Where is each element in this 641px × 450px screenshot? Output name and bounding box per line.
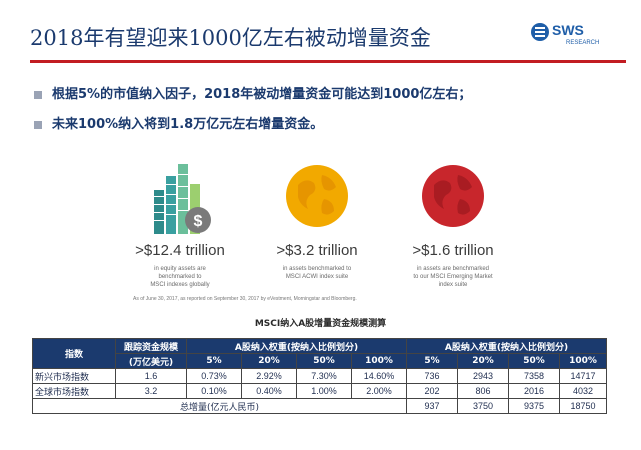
cell-amount: 2016 <box>508 383 560 399</box>
stat-value: >$1.6 trillion <box>412 242 494 259</box>
header-rule <box>30 60 626 63</box>
cell-amount: 4032 <box>559 383 607 399</box>
globe-red-icon <box>422 165 484 227</box>
stat-acwi-assets: >$3.2 trillion in assets benchmarked to … <box>237 242 397 281</box>
stat-caption-line: benchmarked to <box>158 274 202 280</box>
stat-caption-line: in assets are benchmarked <box>416 266 490 272</box>
header-pct: 50% <box>296 353 352 369</box>
cell-amount: 7358 <box>508 368 560 384</box>
cell-weight: 1.00% <box>296 383 352 399</box>
bullet-2-text: 未来100%纳入将到1.8万亿元左右增量资金。 <box>52 117 324 132</box>
sws-logo-icon <box>531 23 549 41</box>
stat-equity-assets: >$12.4 trillion in equity assets are ben… <box>100 242 260 289</box>
cell-total: 3750 <box>457 398 509 414</box>
header-pct: 100% <box>559 353 607 369</box>
stat-value: >$3.2 trillion <box>276 242 358 259</box>
cell-weight: 0.73% <box>186 368 242 384</box>
total-label: 总增量(亿元人民币) <box>32 398 407 414</box>
cell-weight: 0.40% <box>241 383 297 399</box>
logo-subtext: RESEARCH <box>566 40 600 46</box>
header-pct: 5% <box>406 353 458 369</box>
coin-stack-icon: $ <box>154 164 211 234</box>
header-pct: 20% <box>241 353 297 369</box>
cell-total: 18750 <box>559 398 607 414</box>
bullet-1-text: 根据5%的市值纳入因子，2018年被动增量资金可能达到1000亿左右； <box>52 87 472 102</box>
bullet-2: 未来100%纳入将到1.8万亿元左右增量资金。 <box>34 113 323 132</box>
cell-weight: 2.92% <box>241 368 297 384</box>
bullet-1: 根据5%的市值纳入因子，2018年被动增量资金可能达到1000亿左右； <box>34 83 471 102</box>
cell-amount: 806 <box>457 383 509 399</box>
header-pct: 50% <box>508 353 560 369</box>
header-scale-unit: (万亿美元) <box>115 353 187 369</box>
table-title: MSCI纳入A股增量资金规模测算 <box>254 319 387 329</box>
cell-amount: 736 <box>406 368 458 384</box>
globe-gold-icon <box>286 165 348 227</box>
logo-text: SWS <box>552 22 584 38</box>
stat-value: >$12.4 trillion <box>135 242 225 259</box>
slide-header: 2018年有望迎来1000亿左右被动增量资金 SWS RESEARCH <box>0 0 641 66</box>
sws-logo: SWS RESEARCH <box>530 18 620 54</box>
header-pct: 5% <box>186 353 242 369</box>
header-pct: 100% <box>351 353 407 369</box>
stat-caption-line: to our MSCI Emerging Market <box>413 274 493 280</box>
cell-amount: 202 <box>406 383 458 399</box>
cell-weight: 2.00% <box>351 383 407 399</box>
row-label: 新兴市场指数 <box>32 368 116 384</box>
slide-title: 2018年有望迎来1000亿左右被动增量资金 <box>30 26 431 50</box>
stat-caption-line: MSCI ACWI index suite <box>285 274 349 280</box>
cell-scale: 1.6 <box>115 368 187 384</box>
stat-caption-line: in assets benchmarked to <box>282 266 352 272</box>
header-weight: A股纳入权重(按纳入比例划分) <box>186 338 407 354</box>
stat-caption-line: in equity assets are <box>154 266 206 272</box>
source-note: As of June 30, 2017, as reported on Sept… <box>133 296 357 302</box>
row-label: 全球市场指数 <box>32 383 116 399</box>
header-amount: A股纳入权重(按纳入比例划分) <box>406 338 607 354</box>
header-pct: 20% <box>457 353 509 369</box>
table-row: 全球市场指数 3.2 0.10% 0.40% 1.00% 2.00% 202 8… <box>32 383 607 399</box>
table-row: 新兴市场指数 1.6 0.73% 2.92% 7.30% 14.60% 736 … <box>32 368 607 384</box>
inclusion-table: 指数 跟踪资金规模 A股纳入权重(按纳入比例划分) A股纳入权重(按纳入比例划分… <box>32 338 607 414</box>
cell-weight: 0.10% <box>186 383 242 399</box>
cell-amount: 2943 <box>457 368 509 384</box>
table-total-row: 总增量(亿元人民币) 937 3750 9375 18750 <box>32 398 607 414</box>
table-subheader-row: (万亿美元) 5% 20% 50% 100% 5% 20% 50% 100% <box>33 353 607 369</box>
cell-total: 9375 <box>508 398 560 414</box>
header-index: 指数 <box>32 338 116 369</box>
table-header-row: 指数 跟踪资金规模 A股纳入权重(按纳入比例划分) A股纳入权重(按纳入比例划分… <box>32 338 607 369</box>
cell-scale: 3.2 <box>115 383 187 399</box>
bullet-square-icon <box>34 90 42 99</box>
stat-caption-line: MSCI indexes globally <box>150 282 210 288</box>
cell-weight: 14.60% <box>351 368 407 384</box>
cell-amount: 14717 <box>559 368 607 384</box>
stat-em-assets: >$1.6 trillion in assets are benchmarked… <box>373 242 533 289</box>
svg-text:$: $ <box>194 213 203 230</box>
stat-caption-line: index suite <box>438 282 468 288</box>
header-scale: 跟踪资金规模 <box>115 338 187 354</box>
bullet-square-icon <box>34 120 42 129</box>
cell-weight: 7.30% <box>296 368 352 384</box>
cell-total: 937 <box>406 398 458 414</box>
